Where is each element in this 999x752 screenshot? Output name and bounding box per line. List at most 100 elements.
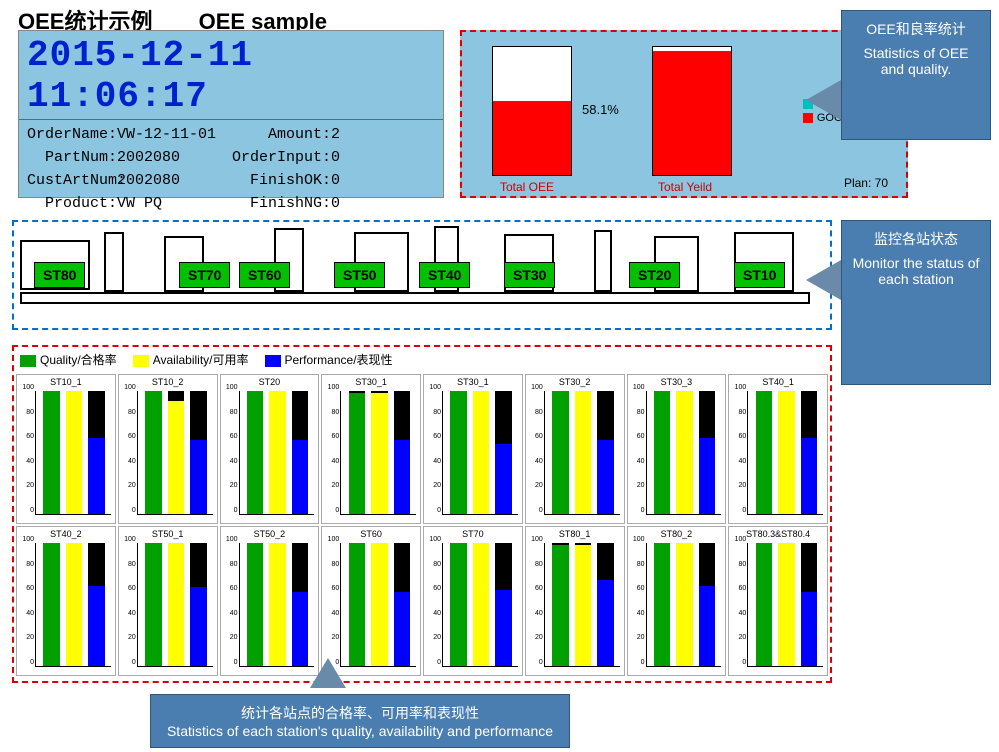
mini-plot: 020406080100 bbox=[239, 543, 315, 667]
quality-bar bbox=[247, 391, 263, 514]
performance-bar bbox=[699, 438, 715, 514]
mini-plot: 020406080100 bbox=[137, 543, 213, 667]
callout-oee-en: Statistics of OEE and quality. bbox=[852, 45, 980, 77]
mini-plot: 020406080100 bbox=[646, 391, 722, 515]
quality-bar bbox=[654, 391, 670, 514]
label-product: Product: bbox=[27, 195, 117, 212]
quality-bar bbox=[552, 545, 568, 666]
oee-pct-label: 58.1% bbox=[582, 102, 619, 117]
callout-station-status: 监控各站状态 Monitor the status of each statio… bbox=[841, 220, 991, 385]
performance-bar bbox=[394, 440, 410, 514]
label-ordername: OrderName: bbox=[27, 126, 117, 143]
callout-station-en: Monitor the status of each station bbox=[852, 255, 980, 287]
quality-bar bbox=[756, 543, 772, 666]
quality-bar bbox=[247, 543, 263, 666]
label-orderinput: OrderInput: bbox=[231, 149, 331, 166]
availability-bar bbox=[473, 543, 489, 666]
label-amount: Amount: bbox=[231, 126, 331, 143]
val-finishng: 0 bbox=[331, 195, 340, 212]
quality-bar bbox=[552, 391, 568, 514]
quality-bar bbox=[43, 391, 59, 514]
availability-bar bbox=[269, 543, 285, 666]
label-finishok: FinishOK: bbox=[231, 172, 331, 189]
val-amount: 2 bbox=[331, 126, 340, 143]
quality-bar bbox=[450, 391, 466, 514]
mini-plot: 020406080100 bbox=[35, 391, 111, 515]
station-mini-chart: ST60 020406080100 bbox=[321, 526, 421, 676]
order-info-panel: 2015-12-11 11:06:17 OrderName:VW-12-11-0… bbox=[18, 30, 444, 198]
val-orderinput: 0 bbox=[331, 149, 340, 166]
callout-oee-cn: OEE和良率统计 bbox=[852, 19, 980, 39]
charts-grid: ST10_1 020406080100 ST10_2 020406080100 … bbox=[14, 372, 830, 678]
performance-bar bbox=[495, 444, 511, 514]
performance-bar bbox=[292, 440, 308, 514]
availability-bar bbox=[66, 543, 82, 666]
total-oee-bar bbox=[492, 46, 572, 176]
performance-bar bbox=[801, 438, 817, 514]
performance-bar bbox=[801, 592, 817, 666]
station-status-panel: ST80ST70ST60ST50ST40ST30ST20ST10 bbox=[12, 220, 832, 330]
availability-bar bbox=[371, 543, 387, 666]
availability-bar bbox=[575, 391, 591, 514]
legend-item: Quality/合格率 bbox=[20, 351, 117, 368]
datetime-display: 2015-12-11 11:06:17 bbox=[19, 31, 443, 120]
label-partnum: PartNum: bbox=[27, 149, 117, 166]
performance-bar bbox=[190, 587, 206, 666]
availability-bar bbox=[676, 391, 692, 514]
mini-plot: 020406080100 bbox=[340, 543, 416, 667]
station-tag: ST30 bbox=[504, 262, 555, 288]
label-finishng: FinishNG: bbox=[231, 195, 331, 212]
chart-legend: Quality/合格率Availability/可用率Performance/表… bbox=[14, 347, 830, 372]
station-tag: ST50 bbox=[334, 262, 385, 288]
quality-bar bbox=[756, 391, 772, 514]
performance-bar bbox=[597, 580, 613, 666]
station-mini-chart: ST40_2 020406080100 bbox=[16, 526, 116, 676]
availability-bar bbox=[168, 401, 184, 514]
station-mini-chart: ST20 020406080100 bbox=[220, 374, 320, 524]
quality-bar bbox=[43, 543, 59, 666]
oee-bar-label: Total OEE bbox=[500, 180, 554, 194]
yield-bar-label: Total Yeild bbox=[658, 180, 712, 194]
val-custartnum: 2002080 bbox=[117, 172, 180, 189]
performance-bar bbox=[597, 440, 613, 514]
mini-plot: 020406080100 bbox=[137, 391, 213, 515]
station-mini-chart: ST50_2 020406080100 bbox=[220, 526, 320, 676]
performance-bar bbox=[88, 586, 104, 666]
station-mini-chart: ST70 020406080100 bbox=[423, 526, 523, 676]
quality-bar bbox=[349, 543, 365, 666]
callout-station-cn: 监控各站状态 bbox=[852, 229, 980, 249]
availability-bar bbox=[473, 391, 489, 514]
mini-plot: 020406080100 bbox=[35, 543, 111, 667]
station-mini-chart: ST30_1 020406080100 bbox=[321, 374, 421, 524]
performance-bar bbox=[394, 592, 410, 666]
arrow-icon bbox=[806, 260, 841, 300]
performance-bar bbox=[88, 438, 104, 514]
mini-plot: 020406080100 bbox=[340, 391, 416, 515]
mini-plot: 020406080100 bbox=[747, 391, 823, 515]
performance-bar bbox=[495, 590, 511, 666]
availability-bar bbox=[778, 391, 794, 514]
total-yield-fill bbox=[653, 51, 731, 175]
callout-oee-quality: OEE和良率统计 Statistics of OEE and quality. bbox=[841, 10, 991, 140]
mini-plot: 020406080100 bbox=[646, 543, 722, 667]
mini-plot: 020406080100 bbox=[442, 391, 518, 515]
mini-plot: 020406080100 bbox=[747, 543, 823, 667]
val-product: VW PQ bbox=[117, 195, 162, 212]
availability-bar bbox=[676, 543, 692, 666]
callout-station-stats: 统计各站点的合格率、可用率和表现性 Statistics of each sta… bbox=[150, 694, 570, 748]
station-charts-panel: Quality/合格率Availability/可用率Performance/表… bbox=[12, 345, 832, 683]
callout-bottom-en: Statistics of each station's quality, av… bbox=[161, 723, 559, 739]
mini-plot: 020406080100 bbox=[544, 391, 620, 515]
quality-bar bbox=[145, 543, 161, 666]
mini-plot: 020406080100 bbox=[544, 543, 620, 667]
quality-bar bbox=[349, 393, 365, 514]
mini-plot: 020406080100 bbox=[442, 543, 518, 667]
label-custartnum: CustArtNum: bbox=[27, 172, 117, 189]
station-tag: ST10 bbox=[734, 262, 785, 288]
performance-bar bbox=[292, 592, 308, 666]
station-mini-chart: ST30_3 020406080100 bbox=[627, 374, 727, 524]
val-partnum: 2002080 bbox=[117, 149, 180, 166]
order-grid: OrderName:VW-12-11-01 Amount:2 PartNum:2… bbox=[19, 120, 443, 218]
station-mini-chart: ST40_1 020406080100 bbox=[728, 374, 828, 524]
arrow-icon bbox=[806, 80, 841, 120]
